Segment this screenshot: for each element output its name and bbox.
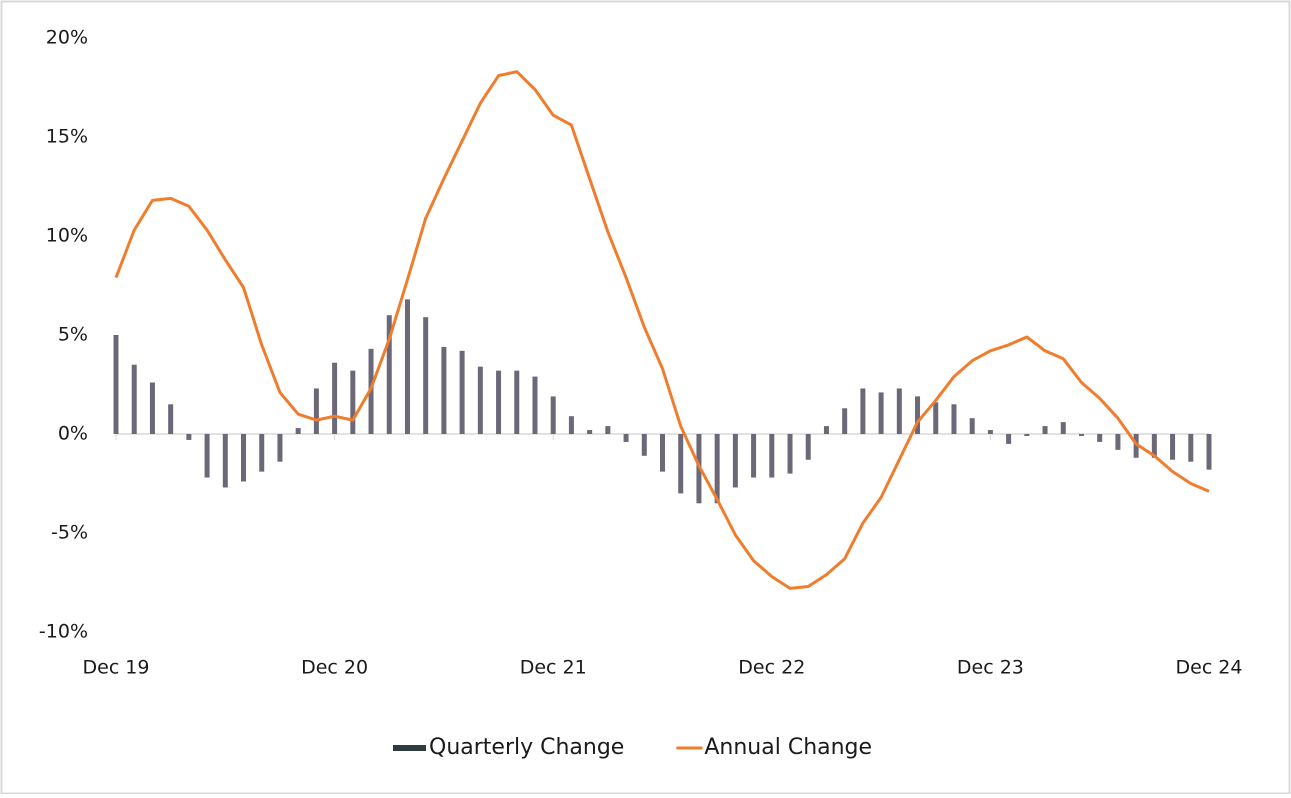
bar [987, 430, 993, 434]
bar [769, 434, 775, 478]
bar [386, 315, 392, 434]
legend-swatch [393, 745, 426, 751]
bar [587, 430, 593, 434]
y-tick-label: 15% [46, 126, 88, 148]
y-tick-label: -10% [39, 621, 88, 643]
y-tick-label: 10% [46, 225, 88, 247]
bar [404, 299, 410, 434]
bar [623, 434, 629, 442]
bar [1060, 422, 1066, 434]
bar [204, 434, 210, 478]
y-tick-label: 5% [58, 324, 88, 346]
y-tick-label: 0% [58, 423, 88, 445]
bar [641, 434, 647, 456]
bar [222, 434, 228, 488]
bar [168, 404, 174, 434]
bar [423, 317, 429, 434]
bar [496, 370, 502, 434]
bar [532, 376, 538, 434]
bar [878, 392, 884, 434]
bar [459, 350, 465, 434]
bar [1170, 434, 1176, 460]
y-tick-label: 20% [46, 27, 88, 49]
bar [732, 434, 738, 488]
bar [241, 434, 247, 482]
bar [1078, 434, 1084, 436]
bar [933, 402, 939, 434]
bar [313, 388, 319, 434]
y-tick-label: -5% [51, 522, 88, 544]
x-tick-label: Dec 20 [301, 657, 368, 679]
bar [896, 388, 902, 434]
bar [714, 434, 720, 504]
bar [149, 382, 155, 434]
bar [441, 346, 447, 434]
bar [915, 396, 921, 434]
bar [787, 434, 793, 474]
bar [550, 396, 556, 434]
bar [805, 434, 811, 460]
bar [823, 426, 829, 434]
bar [860, 388, 866, 434]
bar [350, 370, 356, 434]
bar [1206, 434, 1212, 470]
bar [678, 434, 684, 494]
bar [605, 426, 611, 434]
bar [259, 434, 265, 472]
bar [1006, 434, 1012, 444]
bar [1115, 434, 1121, 450]
bar [842, 408, 848, 434]
bar [113, 335, 119, 434]
bar [1042, 426, 1048, 434]
bar [332, 362, 338, 434]
bar [277, 434, 283, 462]
x-tick-label: Dec 23 [957, 657, 1024, 679]
bar [186, 434, 192, 440]
x-tick-label: Dec 24 [1176, 657, 1243, 679]
line [114, 70, 1210, 590]
legend-label: Annual Change [704, 735, 872, 760]
bar [951, 404, 957, 434]
bar [514, 370, 520, 434]
bar [1188, 434, 1194, 462]
x-tick-label: Dec 21 [520, 657, 587, 679]
bar [477, 366, 483, 434]
bar [969, 418, 975, 434]
bar [1024, 434, 1030, 436]
bar [660, 434, 665, 472]
bar [568, 416, 574, 434]
x-tick-label: Dec 19 [83, 657, 150, 679]
bar [1133, 434, 1139, 458]
bar [751, 434, 757, 478]
bar [1097, 434, 1103, 442]
bar [1151, 434, 1157, 458]
bar [295, 428, 301, 434]
bar [131, 364, 137, 434]
legend-label: Quarterly Change [429, 735, 624, 760]
x-tick-label: Dec 22 [738, 657, 805, 679]
